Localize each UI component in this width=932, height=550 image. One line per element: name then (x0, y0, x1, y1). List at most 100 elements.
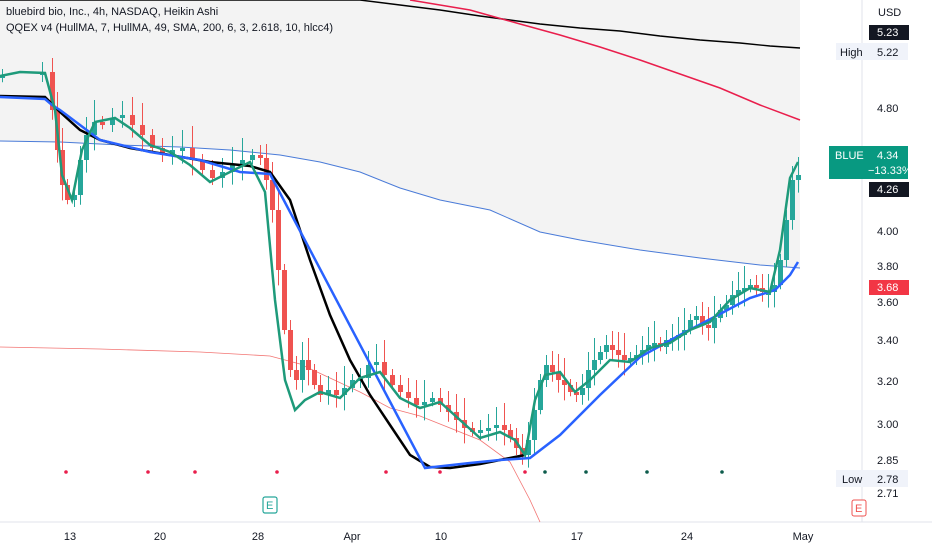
sell-marker (523, 470, 527, 474)
y-tick-label: 3.60 (877, 297, 898, 309)
candle (544, 355, 549, 387)
candle (270, 162, 275, 223)
symbol-price-tag: BLUE 4.34 −13.33% (829, 146, 912, 179)
svg-text:2.78: 2.78 (877, 474, 898, 486)
x-tick-label: Apr (343, 531, 360, 543)
candle (300, 342, 305, 393)
time-axis[interactable]: 13 20 28 Apr 10 17 24 May (64, 531, 814, 543)
candle (748, 279, 753, 293)
candle (60, 128, 65, 201)
svg-text:−13.33%: −13.33% (868, 165, 912, 177)
svg-text:4.34: 4.34 (877, 150, 898, 162)
candle (462, 398, 467, 444)
x-tick-label: 10 (435, 531, 447, 543)
candle (610, 331, 615, 360)
candle (264, 144, 269, 190)
svg-text:High: High (840, 47, 863, 59)
candle (100, 116, 105, 130)
x-tick-label: 20 (154, 531, 166, 543)
candle (694, 306, 699, 327)
candle (318, 375, 323, 402)
x-tick-label: 24 (681, 531, 693, 543)
y-tick-label: 2.71 (877, 488, 898, 500)
candle (454, 394, 459, 433)
candle (736, 272, 741, 308)
earnings-marker[interactable]: E (262, 496, 278, 514)
candle (140, 103, 145, 151)
candle (276, 188, 281, 286)
candle (604, 335, 609, 359)
candle (438, 388, 443, 412)
candle (646, 327, 651, 363)
candle (398, 375, 403, 399)
candle (700, 302, 705, 335)
buy-marker (645, 470, 649, 474)
svg-text:E: E (855, 503, 862, 515)
candle (784, 210, 789, 267)
candle (334, 372, 339, 408)
low-tag: Low 2.78 (836, 470, 908, 487)
candle (422, 380, 427, 421)
sell-marker (193, 470, 197, 474)
y-tick-label: 4.80 (877, 103, 898, 115)
candle (312, 364, 317, 390)
candle (366, 351, 371, 388)
sell-marker (275, 470, 279, 474)
candle (538, 374, 543, 415)
candle (294, 356, 299, 390)
candle (382, 340, 387, 391)
buy-marker (543, 470, 547, 474)
sell-marker (146, 470, 150, 474)
candle (592, 338, 597, 386)
high-tag: High 5.22 (836, 43, 908, 60)
y-tick-label: 4.00 (877, 226, 898, 238)
buy-marker (584, 470, 588, 474)
candle (494, 407, 499, 441)
x-tick-label: 17 (571, 531, 583, 543)
candle (50, 58, 55, 120)
x-tick-label: 13 (64, 531, 76, 543)
candle (258, 145, 263, 165)
y-tick-label: 3.00 (877, 419, 898, 431)
candle (724, 295, 729, 317)
candle (230, 147, 235, 185)
currency-label: USD (878, 7, 901, 19)
band-lower-line (0, 140, 801, 269)
x-tick-label: 28 (252, 531, 264, 543)
candle (682, 308, 687, 351)
sell-marker (64, 470, 68, 474)
top-price-tag: 5.23 (869, 25, 909, 40)
y-tick-label: 2.85 (877, 455, 898, 467)
sma200-line (409, 0, 801, 121)
candle (282, 264, 287, 335)
candle (84, 117, 89, 173)
indicator-legend: QQEX v4 (HullMA, 7, HullMA, 49, SMA, 200… (6, 22, 334, 34)
sell-marker (384, 470, 388, 474)
close-price-tag: 4.26 (869, 182, 909, 197)
y-tick-label: 3.80 (877, 261, 898, 273)
candle (502, 403, 507, 446)
low-price-tag: 3.68 (869, 280, 909, 295)
candle (550, 351, 555, 382)
y-tick-label: 3.20 (877, 376, 898, 388)
candle (150, 129, 155, 153)
earnings-marker-upcoming[interactable]: E (851, 499, 867, 517)
chart-title: bluebird bio, Inc., 4h, NASDAQ, Heikin A… (6, 6, 219, 18)
candle (760, 274, 765, 302)
candle (306, 338, 311, 386)
y-tick-label: 3.40 (877, 335, 898, 347)
candle (390, 369, 395, 390)
svg-text:5.23: 5.23 (877, 27, 898, 39)
trend-line (0, 95, 800, 470)
hull-fast-line (0, 70, 800, 459)
candle (200, 154, 205, 175)
candle (586, 352, 591, 401)
lower-red-line (0, 346, 541, 523)
band-upper-line (0, 0, 801, 49)
svg-text:4.26: 4.26 (877, 184, 898, 196)
sell-marker (438, 470, 442, 474)
price-axis[interactable]: 4.80 4.00 3.80 3.60 3.40 3.20 3.00 2.85 2.71 (877, 103, 898, 500)
svg-text:5.22: 5.22 (877, 47, 898, 59)
candle (598, 346, 603, 365)
